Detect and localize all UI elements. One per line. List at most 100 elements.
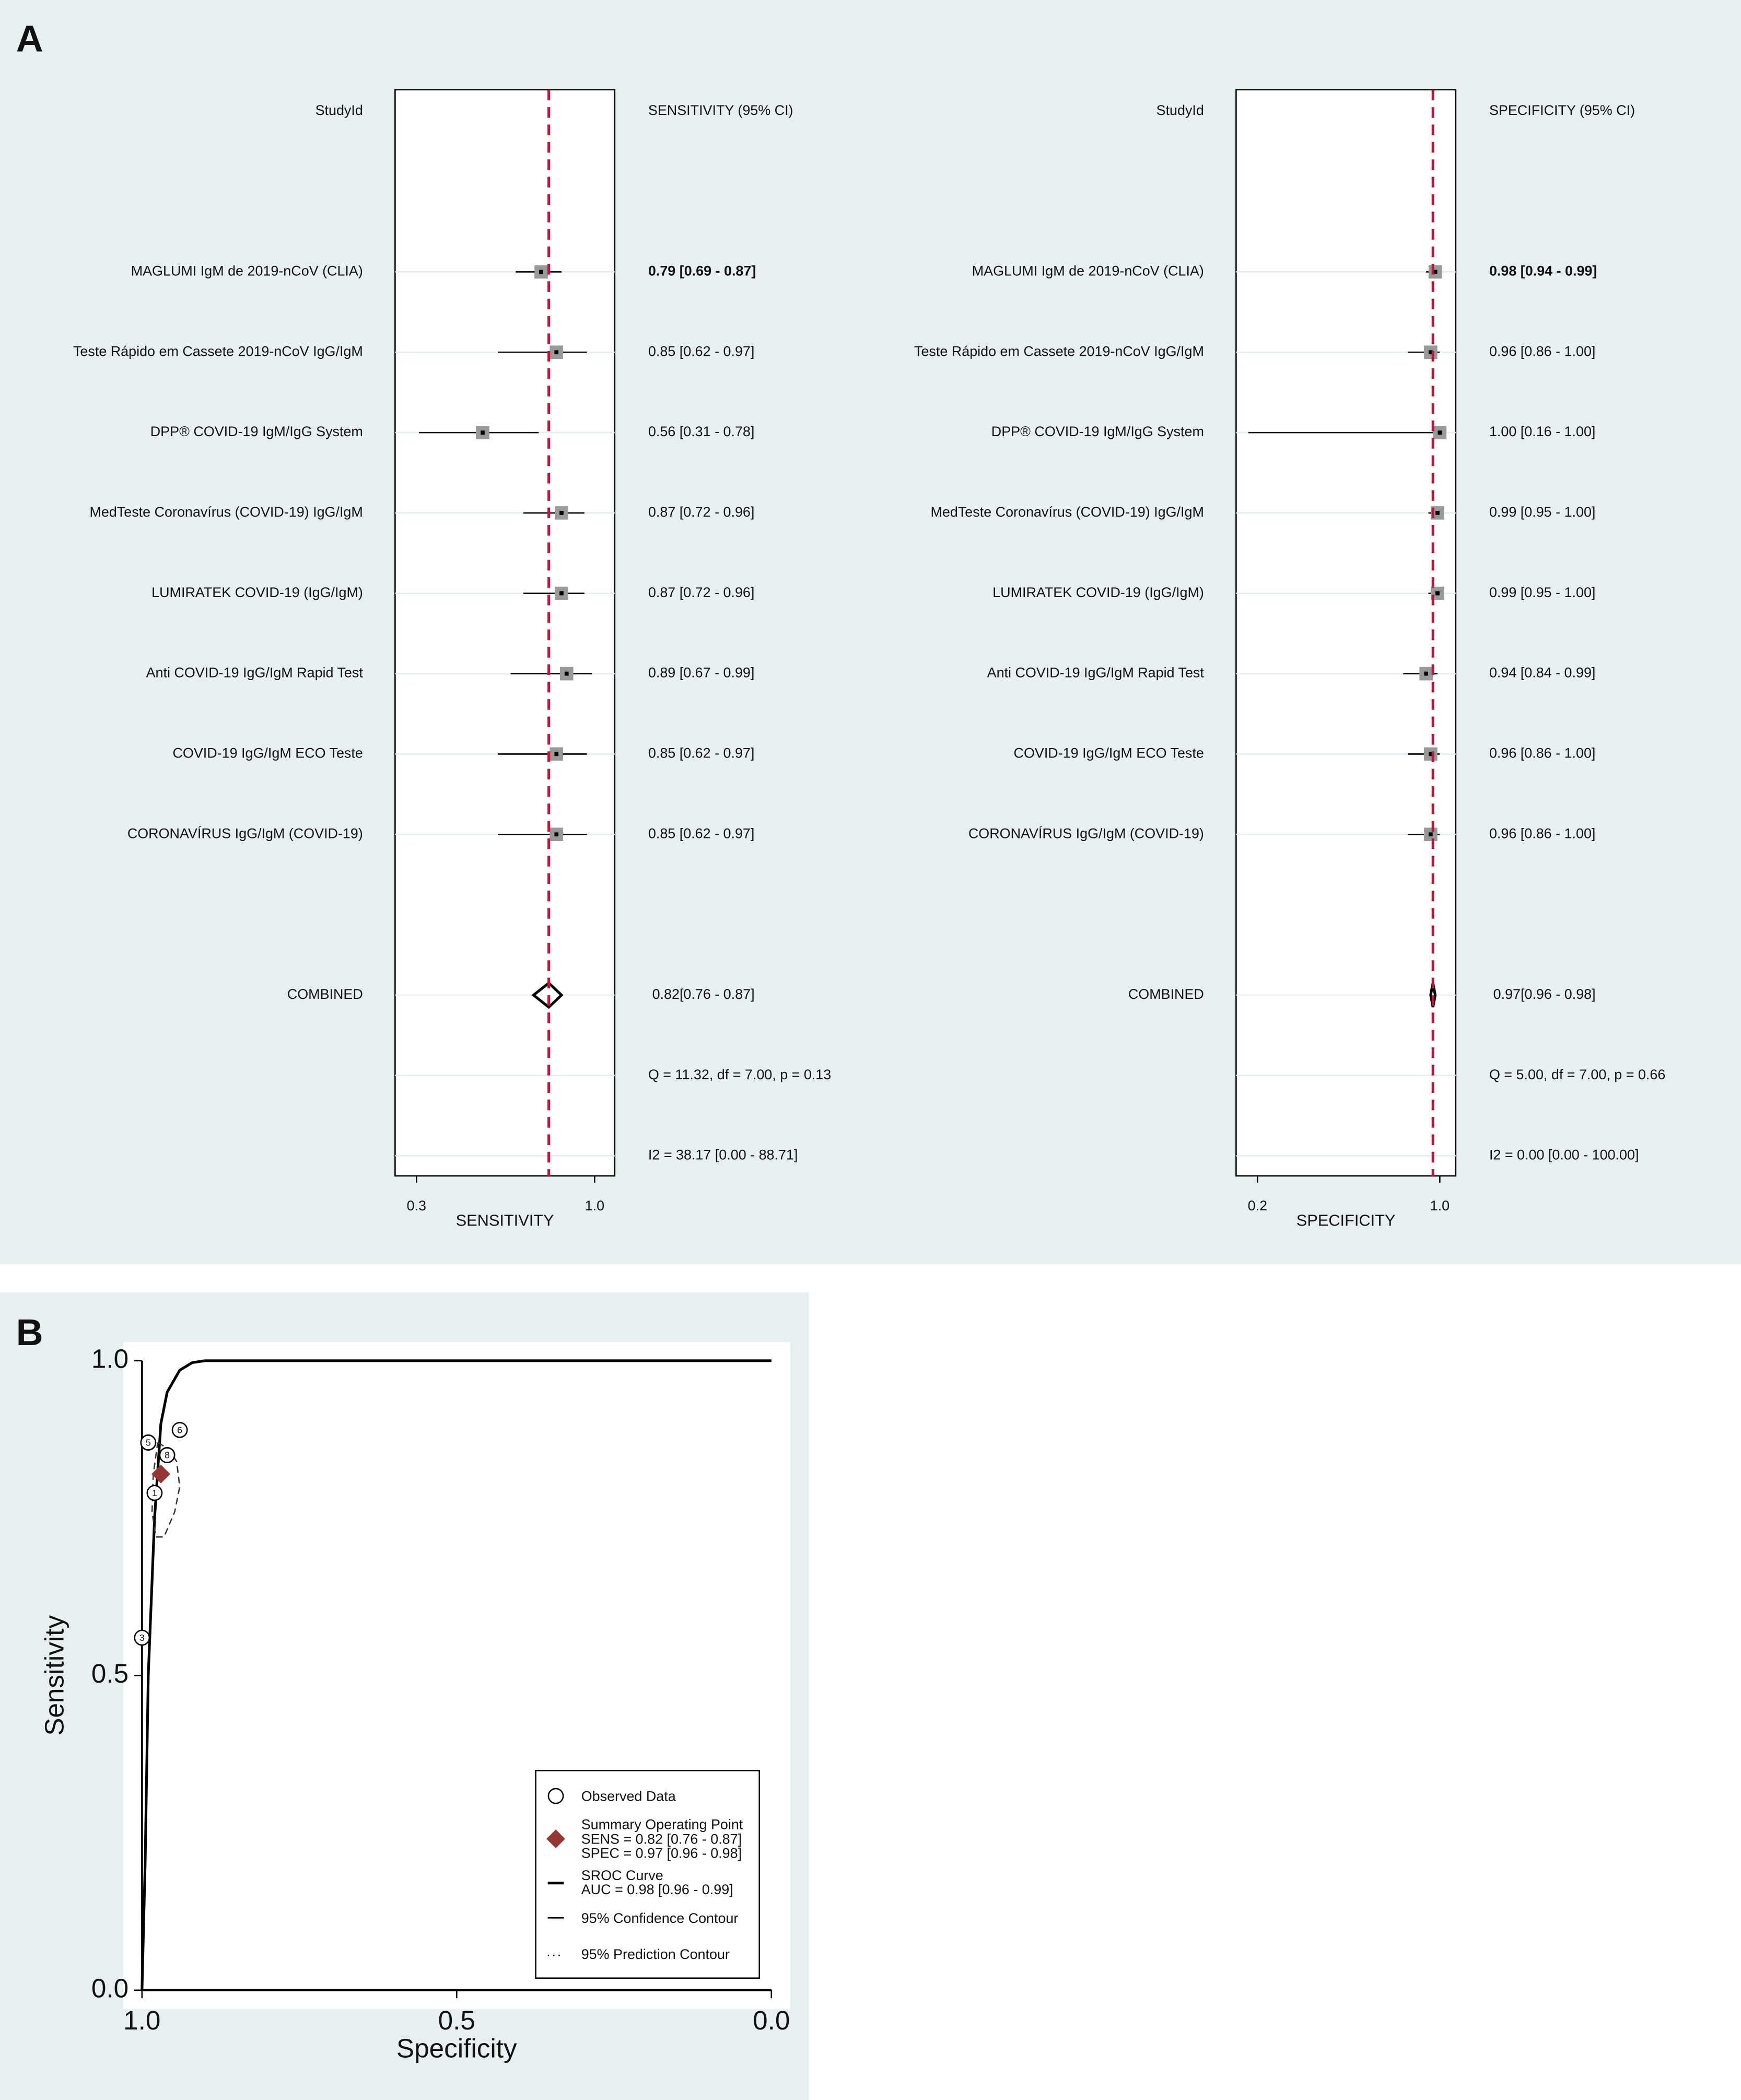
observed-point: [171, 1421, 188, 1438]
value-label: 0.94 [0.84 - 0.99]: [1489, 665, 1595, 681]
study-label: MAGLUMI IgM de 2019-nCoV (CLIA): [972, 263, 1204, 279]
point-estimate: [554, 350, 559, 355]
legend-label: Summary Operating Point: [581, 1817, 743, 1833]
study-label: MAGLUMI IgM de 2019-nCoV (CLIA): [131, 263, 363, 279]
study-label: LUMIRATEK COVID-19 (IgG/IgM): [992, 585, 1204, 600]
value-label: 0.87 [0.72 - 0.96]: [648, 585, 754, 600]
legend-label: 95% Confidence Contour: [581, 1910, 739, 1926]
study-label: DPP® COVID-19 IgM/IgG System: [991, 424, 1204, 439]
point-estimate: [559, 511, 564, 515]
x-tick-label: 0.3: [407, 1198, 426, 1214]
panel-label: B: [16, 1312, 43, 1354]
y-tick-label: 0.0: [91, 1973, 128, 2003]
point-estimate: [1429, 752, 1433, 756]
point-estimate: [1424, 671, 1429, 676]
panel-a-background: [0, 0, 1741, 1265]
point-estimate: [1429, 350, 1433, 355]
value-label: 0.79 [0.69 - 0.87]: [648, 263, 756, 279]
legend-label: Observed Data: [581, 1789, 676, 1804]
point-estimate: [554, 832, 559, 837]
summary-label: COMBINED: [1128, 986, 1204, 1002]
value-label: 0.85 [0.62 - 0.97]: [648, 825, 754, 841]
point-estimate: [564, 671, 569, 676]
column-header: SPECIFICITY (95% CI): [1489, 102, 1635, 118]
point-estimate: [539, 270, 543, 274]
study-label: MedTeste Coronavírus (COVID-19) IgG/IgM: [89, 504, 363, 520]
plot-box: [394, 89, 616, 1177]
legend-detail: SENS = 0.82 [0.76 - 0.87]: [581, 1831, 742, 1847]
legend-symbol: [546, 1829, 565, 1849]
value-label: 0.98 [0.94 - 0.99]: [1489, 263, 1597, 279]
value-label: 0.96 [0.86 - 1.00]: [1489, 745, 1595, 761]
point-estimate: [1435, 511, 1440, 515]
study-label: CORONAVÍRUS IgG/IgM (COVID-19): [968, 825, 1204, 841]
panel-label: A: [16, 18, 43, 60]
value-label: 0.99 [0.95 - 1.00]: [1489, 504, 1595, 520]
column-header: StudyId: [316, 102, 363, 118]
value-label: 0.96 [0.86 - 1.00]: [1489, 825, 1595, 841]
study-label: DPP® COVID-19 IgM/IgG System: [150, 424, 363, 439]
heterogeneity-stat: I2 = 0.00 [0.00 - 100.00]: [1489, 1147, 1639, 1163]
legend-box: [535, 1770, 760, 1979]
x-tick-label: 1.0: [123, 2005, 160, 2035]
legend-symbol: [547, 1788, 564, 1804]
point-estimate: [1429, 832, 1433, 837]
value-label: 0.89 [0.67 - 0.99]: [648, 665, 754, 681]
study-label: MedTeste Coronavírus (COVID-19) IgG/IgM: [931, 504, 1204, 520]
x-axis-label: Specificity: [396, 2034, 517, 2063]
y-axis-label: Sensitivity: [39, 1615, 69, 1736]
x-tick-label: 0.5: [438, 2005, 475, 2035]
summary-value-label: 0.97[0.96 - 0.98]: [1493, 986, 1596, 1002]
heterogeneity-stat: Q = 11.32, df = 7.00, p = 0.13: [648, 1067, 831, 1082]
point-label: 5: [146, 1437, 151, 1448]
observed-point: [146, 1485, 163, 1501]
summary-label: COMBINED: [287, 986, 363, 1002]
value-label: 0.85 [0.62 - 0.97]: [648, 343, 754, 359]
x-tick-label: 1.0: [585, 1198, 604, 1214]
sroc-curve: [141, 1359, 772, 1990]
x-axis-label: SPECIFICITY: [1296, 1211, 1396, 1229]
heterogeneity-stat: I2 = 38.17 [0.00 - 88.71]: [648, 1147, 798, 1163]
x-axis-label: SENSITIVITY: [456, 1211, 554, 1229]
point-estimate: [554, 752, 559, 756]
x-tick-label: 1.0: [1430, 1198, 1450, 1214]
y-tick-label: 0.5: [91, 1659, 128, 1688]
legend-label: 95% Prediction Contour: [581, 1946, 730, 1962]
study-label: COVID-19 IgG/IgM ECO Teste: [1014, 745, 1204, 761]
study-label: Anti COVID-19 IgG/IgM Rapid Test: [987, 665, 1205, 681]
legend-detail: SPEC = 0.97 [0.96 - 0.98]: [581, 1846, 742, 1861]
x-tick-label: 0.2: [1248, 1198, 1267, 1214]
point-label: 3: [139, 1632, 145, 1643]
legend-detail: AUC = 0.98 [0.96 - 0.99]: [581, 1882, 733, 1897]
point-estimate: [1433, 270, 1438, 274]
column-header: StudyId: [1156, 102, 1204, 118]
confidence-contour: [151, 1442, 181, 1538]
study-label: Anti COVID-19 IgG/IgM Rapid Test: [146, 665, 364, 681]
study-label: Teste Rápido em Cassete 2019-nCoV IgG/Ig…: [914, 343, 1204, 359]
value-label: 0.85 [0.62 - 0.97]: [648, 745, 754, 761]
value-label: 1.00 [0.16 - 1.00]: [1489, 424, 1595, 439]
point-label: 1: [152, 1488, 157, 1498]
point-estimate: [559, 591, 564, 596]
point-estimate: [1435, 591, 1440, 596]
value-label: 0.96 [0.86 - 1.00]: [1489, 343, 1595, 359]
column-header: SENSITIVITY (95% CI): [648, 102, 793, 118]
legend-label: SROC Curve: [581, 1868, 663, 1883]
point-estimate: [481, 430, 485, 435]
x-tick-label: 0.0: [753, 2005, 790, 2035]
study-label: COVID-19 IgG/IgM ECO Teste: [172, 745, 363, 761]
point-label: 8: [165, 1450, 170, 1461]
value-label: 0.99 [0.95 - 1.00]: [1489, 585, 1595, 600]
observed-point: [159, 1447, 176, 1463]
value-label: 0.56 [0.31 - 0.78]: [648, 424, 754, 439]
point-label: 6: [177, 1425, 182, 1435]
plot-box: [1235, 89, 1457, 1177]
y-tick-label: 1.0: [91, 1344, 128, 1373]
summary-value-label: 0.82[0.76 - 0.87]: [652, 986, 755, 1002]
study-label: LUMIRATEK COVID-19 (IgG/IgM): [151, 585, 363, 600]
observed-point: [134, 1629, 150, 1646]
observed-point: [140, 1434, 157, 1451]
point-estimate: [1438, 430, 1442, 435]
study-label: Teste Rápido em Cassete 2019-nCoV IgG/Ig…: [73, 343, 363, 359]
